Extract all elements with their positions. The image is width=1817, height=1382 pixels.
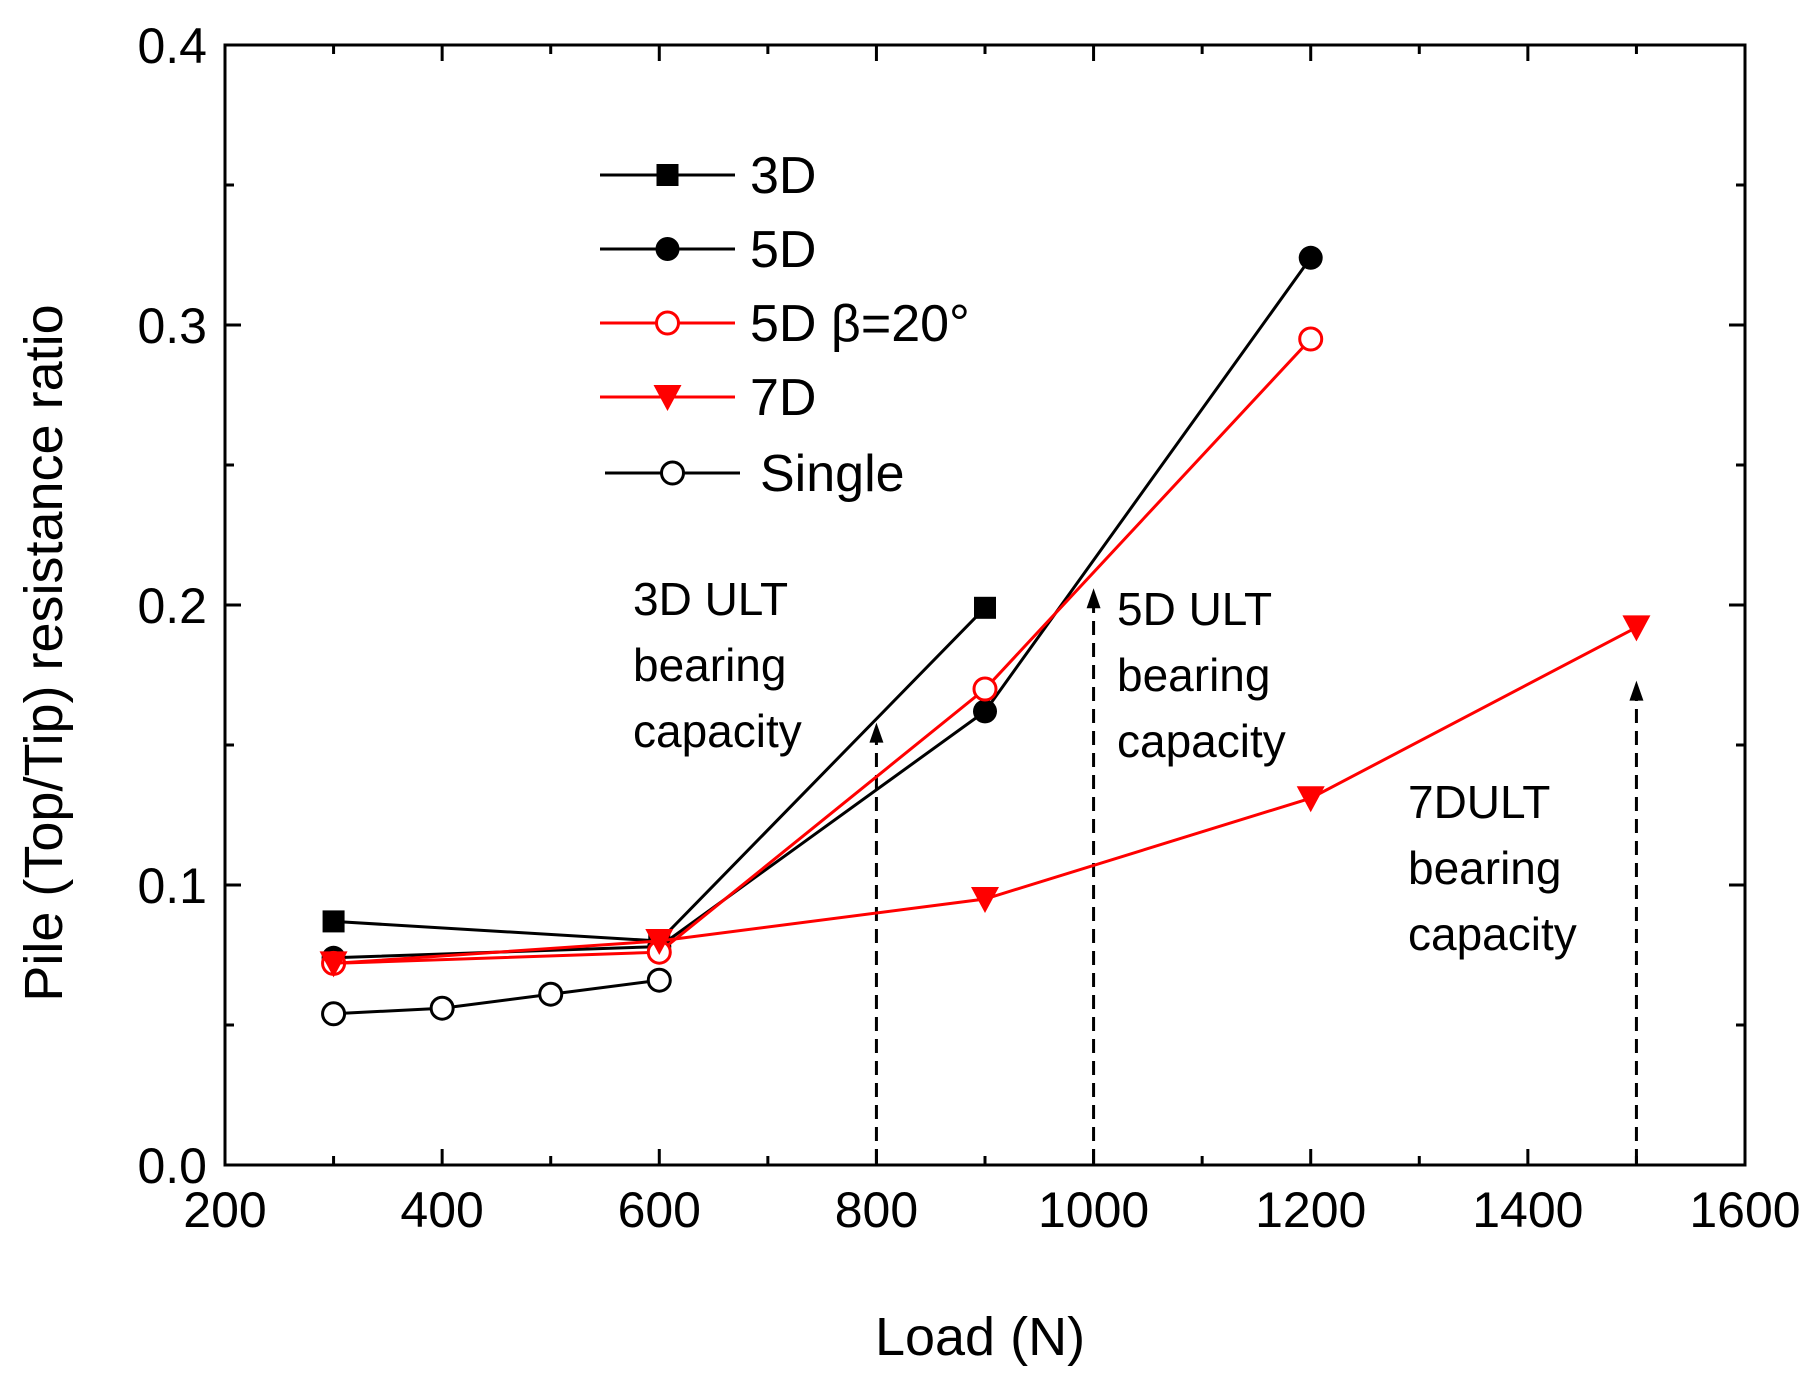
data-point <box>538 981 564 1007</box>
legend-marker <box>653 385 682 411</box>
data-point <box>322 910 345 933</box>
legend-entry: 5D <box>600 221 816 279</box>
data-point <box>429 995 455 1021</box>
data-point <box>645 929 674 955</box>
data-point <box>1298 245 1323 270</box>
x-tick-label: 800 <box>835 1182 918 1238</box>
x-tick-label: 400 <box>400 1182 483 1238</box>
legend-entry: 5D β=20° <box>600 295 970 353</box>
annotations: 3D ULT bearing capacity 5D ULT bearing capaci… <box>633 573 1644 1163</box>
series-group <box>319 245 1651 1027</box>
x-tick-label: 1600 <box>1689 1182 1800 1238</box>
legend-entry: Single <box>605 445 905 503</box>
annotation-text: 7DULT <box>1408 776 1550 828</box>
ult-arrow-head <box>1086 588 1101 609</box>
data-point <box>971 887 999 913</box>
series-line <box>333 337 1312 965</box>
series-4 <box>321 967 672 1027</box>
x-tick-label: 200 <box>183 1182 266 1238</box>
y-tick-label: 0.2 <box>137 578 207 634</box>
legend-label: 5D <box>750 221 816 279</box>
series-3 <box>319 615 1651 978</box>
data-point <box>319 951 348 978</box>
legend-label: 3D <box>750 147 816 205</box>
annotation-text: capacity <box>1408 908 1577 960</box>
legend-label: 5D β=20° <box>750 295 970 353</box>
legend-marker <box>655 310 680 336</box>
legend-marker <box>660 460 685 486</box>
legend-marker <box>656 164 679 186</box>
legend-entry: 7D <box>600 369 816 427</box>
y-tick-label: 0.0 <box>137 1138 207 1194</box>
ult-arrow-head <box>1629 680 1644 701</box>
data-point <box>974 596 996 619</box>
y-tick-label: 0.1 <box>137 858 207 914</box>
annotation-text: 5D ULT <box>1117 583 1272 635</box>
annotation-text: capacity <box>1117 715 1286 767</box>
data-point <box>972 676 998 702</box>
legend: 3D 5D 5D β=20° 7D Single <box>600 147 970 503</box>
data-point <box>1296 786 1325 813</box>
annotation-text: 3D ULT <box>633 573 788 625</box>
y-axis-label: Pile (Top/Tip) resistance ratio <box>14 304 74 1001</box>
x-tick-label: 600 <box>618 1182 701 1238</box>
data-point <box>1622 615 1651 642</box>
annotation-text: bearing <box>1408 842 1561 894</box>
x-tick-label: 1400 <box>1472 1182 1583 1238</box>
data-point <box>321 1001 347 1027</box>
data-point <box>1298 326 1324 352</box>
x-tick-label: 1200 <box>1255 1182 1366 1238</box>
axes: 200 400 600 800 1000 1200 1400 1600 0.0 0.1 0.2 0.3… <box>137 18 1800 1238</box>
series-line <box>333 978 660 1016</box>
annotation-text: bearing <box>1117 649 1270 701</box>
ult-arrow-head <box>869 722 884 743</box>
x-axis-label: Load (N) <box>875 1307 1085 1367</box>
y-tick-label: 0.4 <box>137 18 207 74</box>
legend-label: 7D <box>750 369 816 427</box>
data-point <box>646 967 672 993</box>
legend-label: Single <box>760 445 905 503</box>
annotation-text: bearing <box>633 639 786 691</box>
y-tick-label: 0.3 <box>137 298 207 354</box>
legend-marker <box>655 237 680 261</box>
annotation-text: capacity <box>633 705 802 757</box>
x-tick-label: 1000 <box>1038 1182 1149 1238</box>
data-point <box>973 699 997 724</box>
legend-entry: 3D <box>600 147 816 205</box>
